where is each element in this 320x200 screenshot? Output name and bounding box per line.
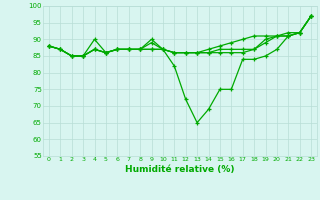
X-axis label: Humidité relative (%): Humidité relative (%) bbox=[125, 165, 235, 174]
